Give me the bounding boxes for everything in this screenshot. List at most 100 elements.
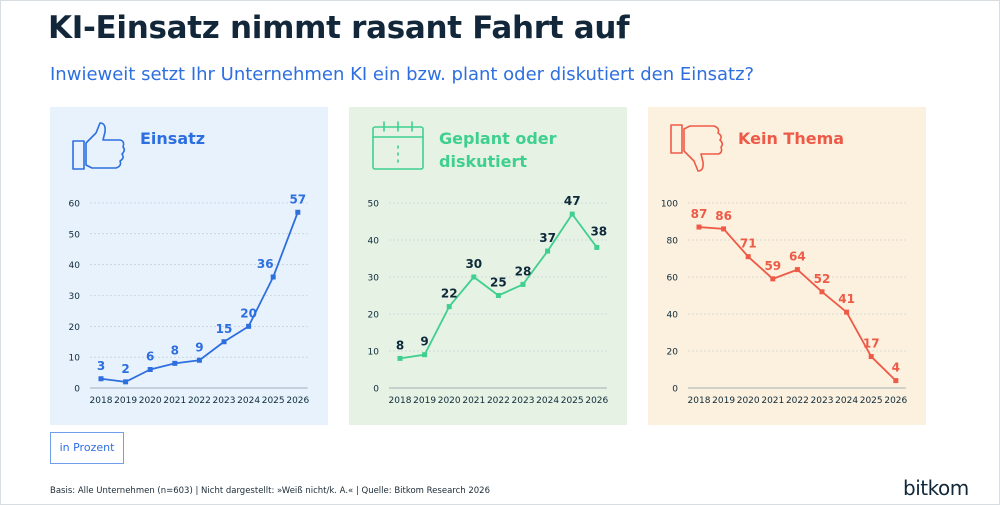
data-label: 8	[396, 338, 404, 352]
data-label: 57	[289, 192, 306, 206]
y-tick-label: 0	[74, 385, 80, 395]
data-point	[221, 339, 227, 345]
y-tick-label: 40	[368, 237, 380, 247]
data-point	[495, 293, 501, 298]
y-tick-label: 10	[368, 348, 380, 358]
data-label: 59	[764, 259, 781, 273]
data-label: 47	[564, 194, 581, 208]
x-tick-label: 2020	[737, 396, 760, 406]
x-tick-label: 2019	[114, 396, 137, 406]
panel-title: Kein Thema	[738, 127, 844, 150]
data-label: 86	[715, 209, 732, 223]
panel-title-line: diskutiert	[439, 152, 528, 171]
x-tick-label: 2018	[90, 396, 113, 406]
data-label: 20	[240, 306, 257, 320]
y-tick-label: 20	[368, 311, 380, 321]
brand-logo: bitkom	[903, 476, 969, 500]
data-point	[893, 378, 899, 384]
data-point	[446, 304, 452, 310]
data-point	[819, 289, 825, 295]
data-point	[98, 376, 104, 382]
data-point	[844, 309, 850, 315]
x-tick-label: 2025	[860, 396, 883, 406]
data-point	[422, 352, 428, 358]
y-tick-label: 20	[667, 348, 679, 358]
data-point	[295, 209, 301, 215]
x-tick-label: 2024	[237, 396, 260, 406]
x-tick-label: 2019	[712, 396, 735, 406]
data-label: 9	[420, 335, 428, 349]
x-tick-label: 2023	[213, 396, 236, 406]
x-tick-label: 2018	[688, 396, 711, 406]
data-point	[545, 248, 551, 254]
y-tick-label: 60	[69, 200, 81, 210]
data-point	[172, 360, 178, 366]
y-tick-label: 10	[69, 354, 81, 364]
data-point	[397, 355, 403, 361]
y-tick-label: 40	[667, 311, 679, 321]
panel-title: Geplant oder diskutiert	[439, 127, 557, 173]
data-point	[520, 281, 526, 287]
x-tick-label: 2023	[512, 396, 535, 406]
x-tick-label: 2025	[561, 396, 584, 406]
calendar-icon	[372, 121, 424, 170]
data-point	[696, 224, 702, 230]
data-label: 36	[257, 257, 274, 271]
y-tick-label: 20	[69, 323, 81, 333]
data-label: 71	[740, 237, 757, 251]
y-tick-label: 80	[667, 237, 679, 247]
data-label: 41	[838, 292, 855, 306]
data-label: 6	[146, 350, 154, 364]
x-tick-label: 2022	[487, 396, 510, 406]
data-point	[721, 226, 727, 232]
y-tick-label: 0	[672, 385, 678, 395]
y-tick-label: 50	[368, 200, 380, 210]
x-tick-label: 2021	[163, 396, 186, 406]
data-label: 8	[171, 343, 179, 357]
x-tick-label: 2021	[761, 396, 784, 406]
data-label: 64	[789, 250, 806, 264]
data-point	[770, 276, 776, 282]
data-point	[471, 274, 477, 280]
y-tick-label: 100	[661, 200, 678, 210]
x-tick-label: 2021	[462, 396, 485, 406]
data-label: 38	[590, 224, 607, 238]
source-footnote: Basis: Alle Unternehmen (n=603) | Nicht …	[50, 486, 490, 496]
x-tick-label: 2020	[438, 396, 461, 406]
x-tick-label: 2022	[188, 396, 211, 406]
data-point	[594, 244, 600, 250]
data-label: 30	[465, 257, 482, 271]
chart-panel-einsatz: Einsatz 0 10 20 30 40 50 60 2018 2019 2020 2021 202…	[50, 107, 328, 425]
data-point	[147, 367, 153, 372]
chart-panel-geplant: Geplant oder diskutiert 0 10 20 30 40 50 2018 2…	[349, 107, 627, 425]
x-tick-label: 2023	[811, 396, 834, 406]
panel-title-line: Geplant oder	[439, 129, 557, 148]
y-tick-label: 30	[368, 274, 380, 284]
thumbs-down-icon	[670, 124, 724, 172]
x-tick-label: 2024	[835, 396, 858, 406]
page-subtitle: Inwieweit setzt Ihr Unternehmen KI ein b…	[50, 64, 755, 85]
unit-label-box: in Prozent	[50, 432, 124, 464]
x-tick-label: 2026	[884, 396, 907, 406]
data-point	[123, 379, 129, 385]
data-label: 25	[490, 276, 507, 290]
x-tick-label: 2026	[286, 396, 309, 406]
data-label: 17	[863, 337, 880, 351]
data-label: 15	[216, 322, 233, 336]
data-label: 87	[691, 207, 708, 221]
x-tick-label: 2022	[786, 396, 809, 406]
y-tick-label: 30	[69, 292, 81, 302]
data-point	[745, 254, 751, 260]
y-tick-label: 60	[667, 274, 679, 284]
x-tick-label: 2025	[262, 396, 285, 406]
data-point	[868, 354, 874, 360]
x-tick-label: 2024	[536, 396, 559, 406]
x-tick-label: 2019	[413, 396, 436, 406]
thumbs-up-icon	[72, 122, 126, 170]
data-point	[270, 274, 276, 280]
series-line	[100, 211, 299, 383]
data-label: 9	[195, 340, 203, 354]
data-label: 28	[515, 264, 532, 278]
